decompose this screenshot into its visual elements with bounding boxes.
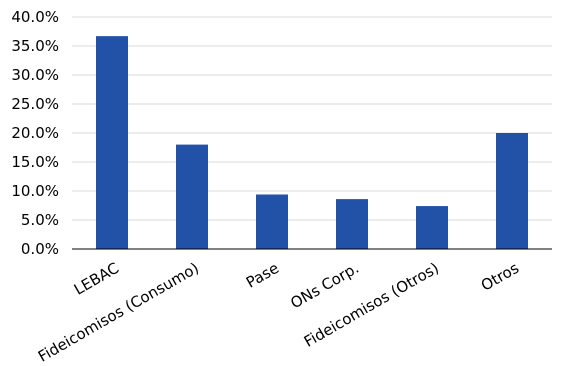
y-tick-label: 0.0%	[21, 240, 59, 258]
gridlines	[72, 16, 552, 221]
y-tick-label: 15.0%	[11, 153, 59, 171]
y-tick-label: 25.0%	[11, 95, 59, 113]
bar	[416, 206, 448, 249]
x-tick-label: ONs Corp.	[287, 259, 362, 312]
bar	[336, 199, 368, 249]
x-tick-label: Pase	[243, 259, 282, 292]
y-tick-label: 30.0%	[11, 66, 59, 84]
y-axis-tick-labels: 0.0% 5.0% 10.0% 15.0% 20.0% 25.0% 30.0% 35.0% 40…	[11, 8, 59, 258]
y-tick-label: 20.0%	[11, 124, 59, 142]
bar	[176, 144, 208, 249]
y-tick-label: 10.0%	[11, 182, 59, 200]
bar	[256, 194, 288, 249]
bar	[496, 133, 528, 249]
x-tick-label: Otros	[478, 259, 522, 295]
bar	[96, 36, 128, 249]
y-tick-label: 35.0%	[11, 37, 59, 55]
x-tick-label: Fideicomisos (Otros)	[301, 259, 442, 351]
x-tick-label: LEBAC	[71, 259, 122, 299]
y-tick-label: 40.0%	[11, 8, 59, 26]
y-tick-label: 5.0%	[21, 211, 59, 229]
bars	[96, 36, 528, 249]
